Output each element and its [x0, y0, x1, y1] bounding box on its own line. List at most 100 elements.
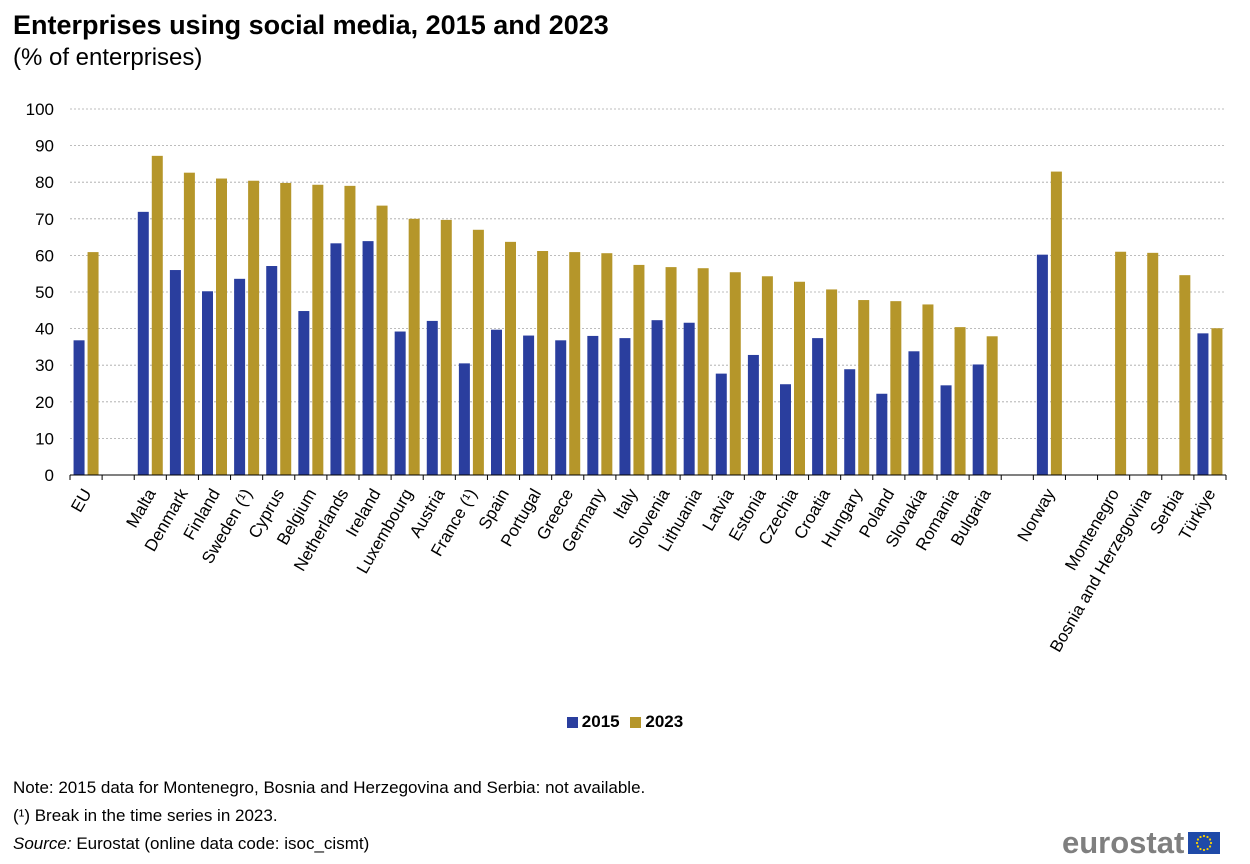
bar-2015: [619, 338, 631, 475]
x-axis: [69, 474, 1227, 480]
flag-star: [1210, 841, 1213, 845]
eurostat-logo: eurostat: [1062, 825, 1221, 861]
y-axis-ticks: 0 10 20 30 40 50 60 70 80 90 100: [26, 100, 54, 485]
bar-2015: [683, 322, 695, 475]
bar-2015: [362, 241, 374, 475]
bar-2015: [908, 351, 920, 475]
bar-2023: [697, 268, 709, 475]
bar-2023: [537, 251, 549, 475]
bar-2015: [394, 331, 406, 475]
gridlines: [70, 108, 1226, 439]
x-tick-label: EU: [67, 486, 95, 516]
y-tick-label: 70: [35, 210, 54, 229]
bar-2015: [1036, 254, 1048, 475]
bar-2023: [665, 267, 677, 475]
flag-star: [1206, 847, 1209, 851]
y-tick-label: 0: [45, 466, 54, 485]
y-tick-label: 60: [35, 246, 54, 265]
legend-item-2015: 2015: [566, 712, 620, 732]
legend-label-2015: 2015: [581, 712, 620, 731]
bar-2023: [986, 336, 998, 475]
y-tick-label: 90: [35, 137, 54, 156]
bar-2023: [794, 281, 805, 475]
bar-2023: [1050, 171, 1062, 475]
flag-star: [1197, 845, 1200, 848]
source-note: Source: Eurostat (online data code: isoc…: [13, 834, 369, 854]
y-tick-label: 80: [35, 173, 54, 192]
bar-2023: [472, 229, 484, 475]
flag-star: [1203, 834, 1206, 838]
bar-2023: [601, 253, 613, 475]
bar-2023: [505, 241, 516, 475]
bar-2015: [73, 340, 85, 475]
flag-star: [1196, 841, 1199, 845]
y-tick-label: 10: [35, 429, 54, 448]
bar-2015: [137, 211, 149, 475]
source-text: Eurostat (online data code: isoc_cismt): [71, 834, 370, 853]
bars: [73, 155, 1223, 476]
flag-star: [1199, 835, 1202, 839]
bar-2023: [1179, 275, 1191, 475]
legend-label-2023: 2023: [645, 712, 684, 731]
bar-2023: [1147, 252, 1159, 475]
bar-2023: [87, 252, 99, 475]
bar-2015: [234, 278, 246, 475]
source-label: Source:: [13, 834, 72, 853]
x-tick-label: Italy: [609, 485, 641, 522]
bar-2023: [858, 300, 870, 475]
bar-2015: [555, 340, 567, 475]
bar-2023: [1211, 328, 1223, 475]
bar-2015: [940, 385, 952, 475]
note-break: (¹) Break in the time series in 2023.: [13, 806, 278, 825]
bar-2023: [183, 172, 195, 475]
bar-2023: [344, 185, 356, 476]
logo-text: eurostat: [1062, 825, 1185, 860]
bar-chart: 0 10 20 30 40 50 60 70 80 90 100 EU MaltaDenmarkFin…: [26, 100, 1227, 655]
eu-flag-icon: [1188, 832, 1221, 854]
chart-subtitle: (% of enterprises): [13, 44, 203, 71]
bar-2015: [458, 363, 470, 475]
chart-title: Enterprises using social media, 2015 and…: [13, 10, 609, 40]
legend-swatch-2023: [630, 716, 642, 728]
bar-2023: [376, 205, 388, 475]
bar-2015: [587, 335, 599, 475]
bar-2015: [651, 320, 663, 475]
bar-2023: [408, 218, 420, 476]
bar-2023: [633, 264, 645, 475]
bar-2023: [826, 289, 838, 475]
bar-2023: [922, 304, 934, 475]
bar-2023: [761, 276, 773, 475]
legend-swatch-2015: [566, 716, 578, 728]
y-tick-label: 40: [35, 320, 54, 339]
flag-star: [1197, 838, 1200, 841]
x-tick-label: Norway: [1014, 485, 1060, 545]
flag-star: [1209, 838, 1212, 841]
y-tick-label: 20: [35, 393, 54, 412]
bar-2015: [747, 354, 759, 475]
bar-2023: [729, 272, 741, 475]
bar-2015: [715, 373, 727, 475]
flag-star: [1203, 848, 1206, 852]
flag-star: [1209, 845, 1212, 848]
bar-2023: [569, 252, 581, 475]
bar-2015: [491, 329, 502, 475]
bar-2023: [890, 301, 902, 475]
bar-2023: [216, 178, 227, 476]
bar-2015: [202, 291, 213, 475]
bar-2015: [972, 364, 984, 475]
bar-2015: [812, 338, 824, 475]
bar-2023: [954, 327, 966, 475]
legend: 2015 2023: [0, 712, 1250, 733]
bar-2015: [426, 320, 438, 475]
flag-star: [1199, 847, 1202, 851]
bar-2015: [298, 311, 310, 475]
y-tick-label: 100: [26, 100, 54, 119]
bar-2015: [1197, 333, 1209, 475]
bar-2015: [523, 335, 535, 475]
bar-2023: [312, 184, 324, 475]
bar-2015: [169, 270, 181, 475]
bar-2023: [248, 180, 260, 475]
bar-2015: [780, 384, 791, 475]
flag-star: [1206, 835, 1209, 839]
